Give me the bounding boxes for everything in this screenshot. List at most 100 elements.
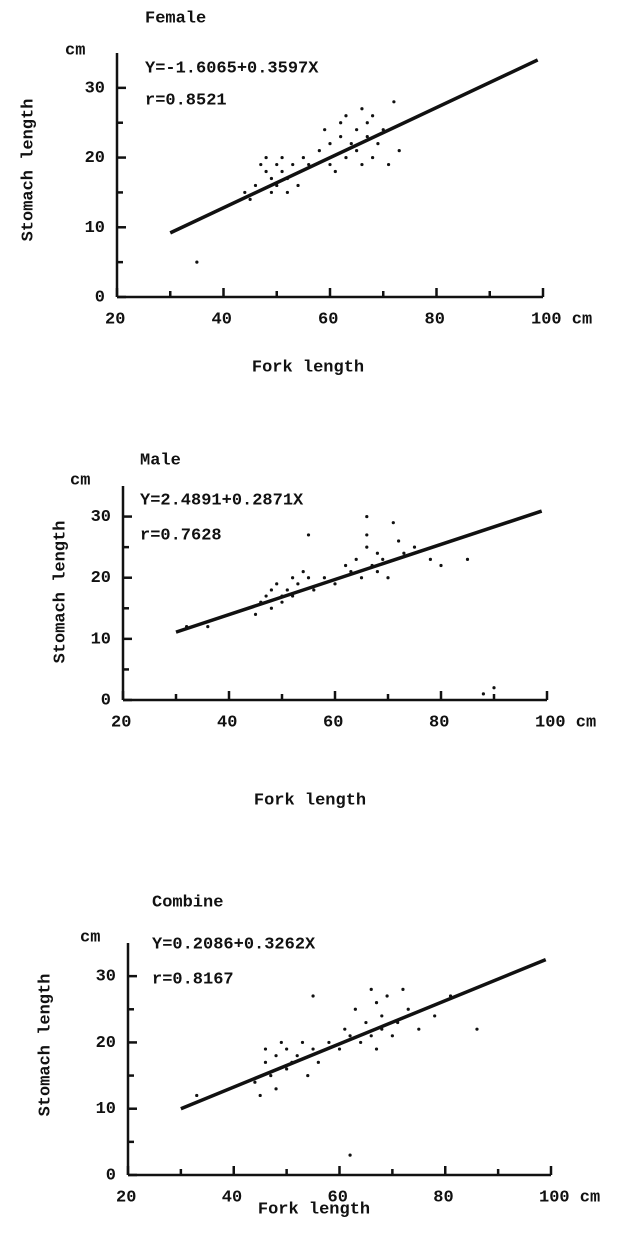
x-tick-label: 100 cm: [539, 1188, 600, 1207]
point: [349, 142, 353, 146]
point: [381, 557, 385, 561]
chart-title: Combine: [152, 893, 223, 912]
point: [359, 1040, 363, 1045]
point: [417, 1027, 421, 1031]
x-tick-label: 20: [105, 310, 125, 329]
x-tick-label: 80: [425, 310, 445, 329]
x-tick-label: 60: [323, 713, 343, 732]
point: [291, 576, 295, 580]
point: [339, 121, 343, 125]
point: [296, 183, 300, 188]
point: [285, 1047, 289, 1051]
y-axis-label: Stomach length: [19, 99, 38, 242]
x-tick-label: 40: [217, 713, 237, 732]
point: [317, 149, 321, 153]
equation: Y=0.2086+0.3262X: [152, 935, 316, 954]
point: [264, 155, 268, 160]
y-tick-label: 30: [85, 79, 105, 98]
x-tick-label: 100 cm: [531, 310, 592, 329]
point: [359, 576, 364, 580]
correlation: r=0.8167: [152, 970, 234, 989]
point: [392, 100, 396, 104]
y-tick-label: 0: [101, 691, 111, 710]
point: [259, 162, 263, 167]
point: [354, 557, 358, 561]
point: [306, 576, 311, 580]
point: [269, 1073, 273, 1078]
y-unit: cm: [65, 41, 85, 60]
point: [475, 1027, 479, 1031]
point: [353, 1007, 357, 1011]
correlation: r=0.8521: [145, 91, 227, 110]
point: [311, 1047, 315, 1051]
x-tick-label: 40: [222, 1188, 242, 1207]
regression-line: [175, 509, 543, 634]
point: [263, 1060, 268, 1064]
point: [380, 1014, 384, 1018]
point: [364, 1020, 368, 1025]
x-tick-label: 60: [318, 310, 338, 329]
point: [263, 1047, 268, 1051]
point: [348, 1153, 352, 1157]
equation: Y=-1.6065+0.3597X: [145, 59, 319, 78]
point: [406, 1007, 410, 1011]
point: [371, 114, 375, 118]
y-tick-label: 10: [96, 1100, 116, 1119]
point: [274, 1087, 278, 1091]
point: [365, 121, 369, 125]
point: [280, 155, 284, 160]
point: [269, 606, 273, 610]
point: [306, 1073, 310, 1078]
point: [301, 570, 305, 574]
point: [344, 114, 348, 118]
point: [279, 1040, 283, 1045]
point: [243, 190, 247, 195]
y-unit: cm: [80, 928, 100, 947]
point: [344, 155, 348, 160]
point: [264, 594, 268, 598]
point: [274, 1054, 278, 1058]
y-tick-label: 30: [91, 508, 111, 527]
point: [397, 539, 401, 543]
x-tick-label: 20: [116, 1188, 136, 1207]
point: [412, 545, 417, 549]
equation: Y=2.4891+0.2871X: [140, 491, 304, 510]
point: [375, 551, 379, 555]
point: [195, 1093, 199, 1098]
regression-line: [180, 957, 547, 1111]
point: [401, 987, 405, 992]
point: [355, 149, 359, 153]
point: [285, 588, 289, 592]
point: [327, 1040, 331, 1045]
point: [433, 1014, 437, 1018]
y-tick-label: 10: [91, 630, 111, 649]
point: [365, 533, 369, 537]
point: [333, 582, 337, 586]
y-tick-label: 0: [106, 1166, 116, 1185]
point: [386, 576, 390, 580]
point: [269, 588, 273, 592]
x-axis-label: Fork length: [252, 358, 364, 377]
point: [253, 183, 258, 188]
y-axis-label: Stomach length: [51, 521, 70, 664]
y-tick-label: 30: [96, 968, 116, 987]
point: [275, 162, 279, 167]
x-tick-label: 40: [212, 310, 232, 329]
point: [275, 582, 279, 586]
point: [280, 600, 284, 604]
y-tick-label: 10: [85, 219, 105, 238]
point: [397, 149, 401, 153]
point: [322, 576, 326, 580]
point: [333, 169, 337, 174]
y-tick-label: 20: [91, 569, 111, 588]
point: [285, 190, 289, 195]
point: [402, 551, 406, 555]
point: [323, 128, 327, 132]
point: [376, 142, 380, 146]
point: [311, 994, 315, 998]
point: [206, 625, 210, 629]
point: [375, 570, 379, 574]
point: [339, 135, 343, 139]
point: [300, 1040, 305, 1045]
